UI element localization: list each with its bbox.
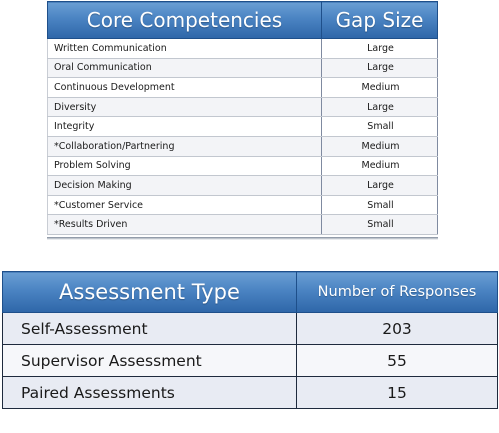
responses-count-cell: 55: [296, 344, 498, 377]
gap-size-cell: Small: [321, 195, 438, 216]
table-row: *Collaboration/Partnering Medium: [47, 136, 438, 157]
gap-size-cell: Large: [321, 97, 438, 118]
competency-cell: Diversity: [47, 97, 322, 118]
assessment-type-cell: Paired Assessments: [2, 376, 297, 409]
gap-size-cell: Small: [321, 214, 438, 235]
competency-cell: *Collaboration/Partnering: [47, 136, 322, 157]
table-row: *Results Driven Small: [47, 214, 438, 235]
gap-size-header: Gap Size: [321, 1, 438, 39]
competency-cell: *Customer Service: [47, 195, 322, 216]
table-row: Paired Assessments 15: [2, 376, 498, 409]
competency-cell: Decision Making: [47, 175, 322, 196]
table-row: Self-Assessment 203: [2, 312, 498, 345]
table-row: Integrity Small: [47, 116, 438, 137]
core-competencies-header: Core Competencies: [47, 1, 322, 39]
competency-cell: Continuous Development: [47, 77, 322, 98]
competencies-header-row: Core Competencies Gap Size: [47, 1, 438, 39]
competency-cell: Integrity: [47, 116, 322, 137]
responses-count-cell: 15: [296, 376, 498, 409]
table-row: Oral Communication Large: [47, 58, 438, 79]
table-row: *Customer Service Small: [47, 195, 438, 216]
gap-size-cell: Medium: [321, 156, 438, 177]
competency-cell: Oral Communication: [47, 58, 322, 79]
table-row: Problem Solving Medium: [47, 156, 438, 177]
table-bottom-shadow: [47, 237, 438, 240]
competency-cell: *Results Driven: [47, 214, 322, 235]
number-of-responses-header: Number of Responses: [296, 271, 498, 313]
gap-size-cell: Large: [321, 175, 438, 196]
gap-size-cell: Large: [321, 38, 438, 59]
table-row: Continuous Development Medium: [47, 77, 438, 98]
table-row: Diversity Large: [47, 97, 438, 118]
assessment-type-cell: Self-Assessment: [2, 312, 297, 345]
gap-size-cell: Medium: [321, 136, 438, 157]
assessment-header-row: Assessment Type Number of Responses: [2, 271, 498, 313]
competency-cell: Problem Solving: [47, 156, 322, 177]
responses-count-cell: 203: [296, 312, 498, 345]
competency-cell: Written Communication: [47, 38, 322, 59]
gap-size-cell: Medium: [321, 77, 438, 98]
assessment-responses-table: Assessment Type Number of Responses Self…: [2, 271, 498, 409]
assessment-type-cell: Supervisor Assessment: [2, 344, 297, 377]
gap-size-cell: Small: [321, 116, 438, 137]
assessment-type-header: Assessment Type: [2, 271, 297, 313]
table-row: Decision Making Large: [47, 175, 438, 196]
gap-size-cell: Large: [321, 58, 438, 79]
table-row: Supervisor Assessment 55: [2, 344, 498, 377]
table-row: Written Communication Large: [47, 38, 438, 59]
core-competencies-table: Core Competencies Gap Size Written Commu…: [47, 1, 438, 235]
